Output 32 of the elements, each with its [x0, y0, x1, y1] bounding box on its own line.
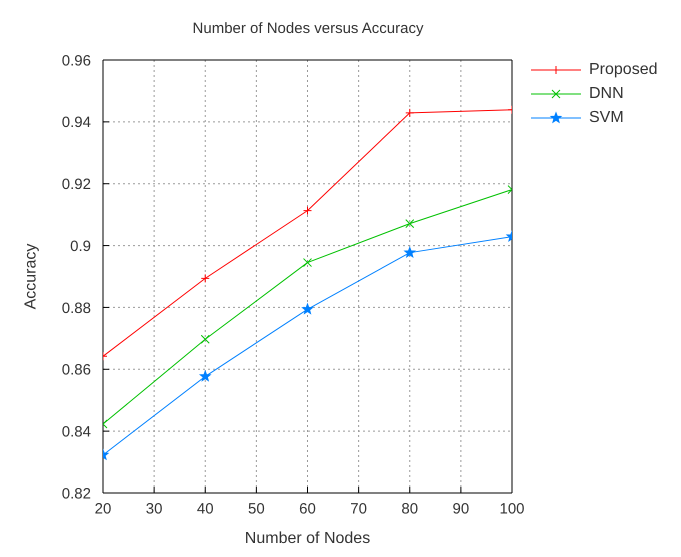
x-tick-label: 60 — [299, 500, 316, 518]
y-tick-label: 0.84 — [62, 423, 91, 440]
point — [405, 219, 414, 228]
y-tick-label: 0.86 — [62, 362, 91, 379]
x-axis-title: Number of Nodes — [244, 530, 370, 547]
x-tick-label: 20 — [94, 500, 112, 518]
y-tick-label: 0.94 — [62, 114, 91, 132]
chart-title: Number of Nodes versus Accuracy — [192, 20, 424, 37]
x-tick-label: 30 — [146, 500, 162, 518]
point — [303, 258, 312, 268]
legend-label: DNN — [589, 85, 624, 103]
x-tick-label: 90 — [452, 500, 470, 518]
point — [303, 206, 312, 216]
x-tick-label: 50 — [248, 500, 265, 518]
y-tick-label: 0.92 — [62, 176, 91, 194]
point — [200, 334, 210, 344]
point — [404, 246, 416, 258]
x-tick-label: 100 — [499, 500, 525, 518]
legend-label: Proposed — [589, 61, 658, 79]
y-tick-label: 0.9 — [70, 238, 91, 255]
x-tick-label: 70 — [350, 500, 367, 518]
legend-label: SVM — [589, 109, 624, 127]
point — [405, 108, 414, 118]
x-tick-label: 40 — [196, 500, 214, 518]
point — [200, 274, 210, 283]
point — [302, 304, 313, 314]
point — [200, 370, 211, 382]
y-tick-label: 0.96 — [62, 52, 91, 70]
x-tick-label: 80 — [401, 500, 418, 518]
y-tick-label: 0.88 — [62, 300, 91, 317]
y-axis-title: Accuracy — [22, 244, 40, 310]
y-tick-label: 0.82 — [62, 485, 91, 502]
